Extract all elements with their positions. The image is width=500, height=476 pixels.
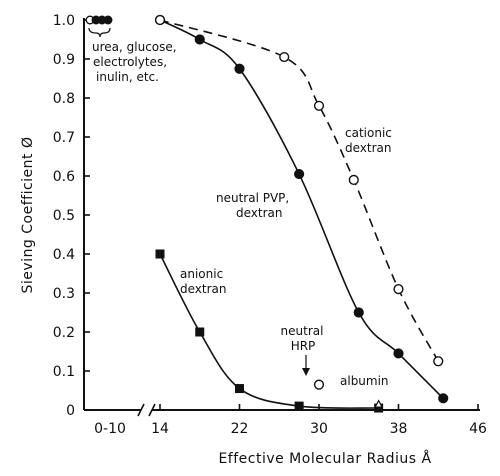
x-tick-label: 38: [390, 421, 408, 437]
filled-square-marker: [235, 384, 244, 394]
series-label-1: cationic: [345, 126, 392, 140]
series-label-2: anionic: [180, 267, 223, 281]
y-axis-label: Sieving Coefficient Ø: [20, 136, 36, 293]
filled-circle-marker: [234, 63, 245, 74]
small-molecules-label: electrolytes,: [93, 55, 167, 69]
y-tick-label: 0.7: [53, 130, 75, 146]
y-tick-label: 0.1: [53, 364, 75, 380]
y-tick-label: 0.9: [53, 52, 75, 68]
hrp-arrow-head: [302, 368, 310, 376]
filled-square-marker: [155, 249, 165, 259]
series-label-2: dextran: [180, 282, 227, 296]
x-range-label: 0-10: [94, 421, 126, 437]
filled-circle-marker: [353, 307, 364, 318]
y-tick-label: 0.6: [53, 169, 75, 185]
y-tick-label: 0.5: [53, 208, 75, 224]
axes: 0 0.1 0.2 0.3 0.4 0.5 0.6 0.7 0.8 0.9 1.0 14 22 30 38 4…: [53, 13, 487, 437]
y-tick-label: 0.2: [53, 325, 75, 341]
open-circle-marker: [154, 14, 166, 26]
series-label-0: neutral PVP,: [216, 191, 289, 205]
small-molecules-label: inulin, etc.: [96, 70, 159, 84]
filled-circle-marker: [393, 348, 404, 359]
filled-square-marker: [374, 403, 384, 413]
data-markers: [85, 14, 449, 413]
filled-square-marker: [294, 401, 304, 411]
y-tick-label: 0.4: [53, 247, 75, 263]
filled-circle-marker: [294, 168, 305, 180]
open-circle-marker: [433, 356, 444, 367]
bracket-mark: [88, 27, 111, 38]
y-tick-label: 0.8: [53, 91, 75, 107]
axis-break-mark: [137, 403, 145, 417]
series-label-1: dextran: [345, 141, 392, 155]
filled-square-marker: [195, 327, 205, 337]
x-axis-label: Effective Molecular Radius Å: [218, 450, 431, 467]
hrp-label: HRP: [291, 339, 316, 353]
x-tick-label: 22: [231, 421, 249, 437]
hrp-label: neutral: [281, 324, 324, 338]
series-line-1: [159, 19, 439, 362]
small-molecules-label: urea, glucose,: [92, 40, 177, 54]
axis-break-mark: [148, 403, 156, 417]
small-molecule-marker: [103, 15, 113, 25]
filled-circle-marker: [438, 393, 449, 404]
x-tick-label: 46: [469, 421, 487, 437]
x-tick-label: 30: [310, 421, 328, 437]
annotations: urea, glucose,electrolytes,inulin, etc. n…: [88, 27, 392, 388]
albumin-label: albumin: [340, 374, 389, 388]
open-circle-marker: [393, 284, 404, 295]
open-circle-marker: [313, 100, 325, 111]
x-tick-label: 14: [151, 421, 169, 437]
y-tick-label: 0: [66, 403, 75, 419]
series-label-0: dextran: [236, 206, 283, 220]
y-tick-label: 1.0: [53, 13, 75, 29]
open-circle-marker: [279, 51, 290, 63]
open-circle-marker: [348, 174, 359, 186]
open-circle-marker: [313, 379, 325, 390]
filled-circle-marker: [194, 34, 205, 45]
open-triangle-marker: [374, 399, 384, 408]
y-tick-label: 0.3: [53, 286, 75, 302]
